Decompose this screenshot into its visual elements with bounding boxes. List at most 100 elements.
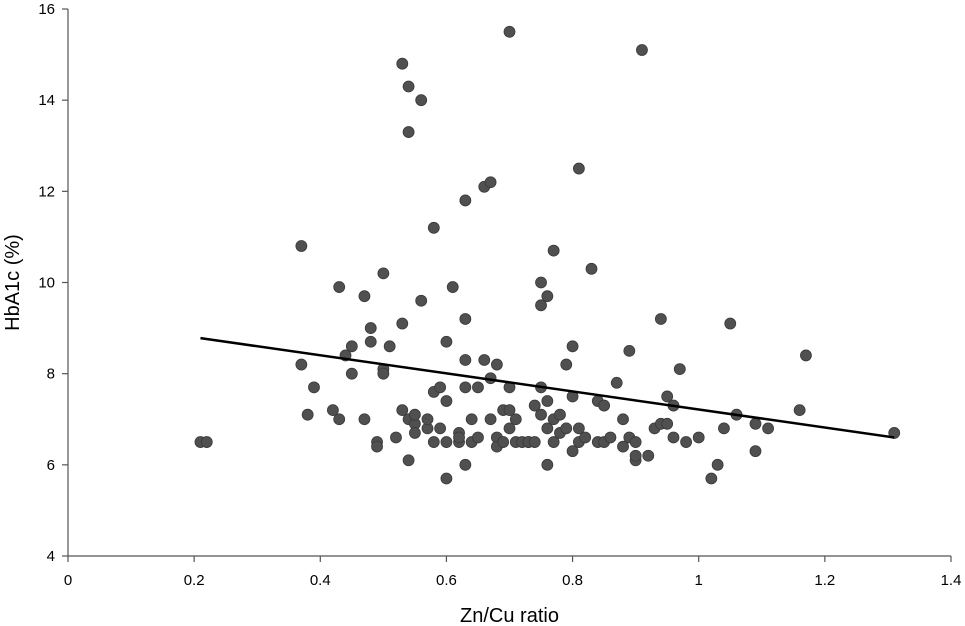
data-point [402, 80, 415, 93]
data-point [440, 436, 453, 448]
x-axis-label: Zn/Cu ratio [460, 605, 559, 626]
data-point [459, 354, 472, 366]
data-point [535, 276, 547, 289]
data-point [535, 299, 547, 312]
data-point [200, 436, 213, 448]
data-point [390, 431, 402, 444]
y-tick-label: 16 [38, 1, 55, 18]
data-point [661, 390, 674, 403]
data-point [326, 404, 339, 417]
y-ticks: 4 6 8 10 12 14 16 [38, 1, 68, 565]
data-point [636, 44, 648, 56]
data-point [642, 449, 655, 462]
data-point [617, 440, 629, 453]
data-point [610, 376, 623, 389]
data-point [749, 417, 762, 430]
data-point [604, 431, 617, 444]
data-point [459, 313, 472, 325]
data-point [446, 281, 459, 293]
y-tick-label: 4 [47, 548, 55, 565]
data-point [535, 408, 547, 421]
data-point [579, 431, 592, 444]
y-tick-label: 6 [47, 457, 55, 474]
data-point [427, 221, 440, 234]
data-point [295, 358, 308, 371]
data-point [749, 445, 762, 458]
data-point [295, 240, 308, 252]
x-tick-label: 1.2 [814, 572, 835, 589]
data-point [333, 413, 346, 426]
data-point [408, 427, 421, 439]
data-point [888, 427, 901, 439]
data-point [377, 367, 390, 380]
x-tick-label: 0.6 [436, 572, 457, 589]
trendline [200, 336, 895, 439]
data-point [667, 431, 680, 444]
data-point [547, 436, 560, 448]
x-tick-label: 0.2 [184, 572, 205, 589]
data-point [421, 413, 434, 426]
y-tick-label: 14 [38, 92, 55, 109]
data-point [585, 262, 598, 275]
x-tick-label: 1.4 [941, 572, 962, 589]
data-point [503, 25, 516, 38]
data-point [490, 358, 503, 371]
data-point [396, 317, 409, 330]
data-point [345, 367, 358, 380]
data-point [434, 381, 447, 394]
data-point [364, 322, 377, 334]
data-point [572, 422, 585, 435]
x-tick-label: 0.4 [310, 572, 331, 589]
data-point [724, 317, 737, 330]
data-point [560, 358, 573, 371]
data-point [333, 281, 346, 293]
data-point [541, 290, 554, 303]
x-tick-label: 1 [695, 572, 703, 589]
data-point [503, 404, 516, 417]
y-tick-label: 10 [38, 275, 55, 292]
data-point [541, 458, 554, 471]
y-tick-label: 12 [38, 183, 55, 200]
data-point [705, 472, 718, 485]
data-point [364, 335, 377, 348]
data-point [509, 413, 522, 426]
data-point [554, 408, 566, 421]
x-tick-label: 0 [64, 572, 72, 589]
data-point [528, 399, 541, 412]
data-point [572, 162, 585, 175]
data-point [629, 449, 642, 462]
data-point [718, 422, 730, 435]
data-point [484, 413, 497, 426]
data-point [396, 57, 409, 70]
axes [67, 9, 951, 557]
data-point [358, 290, 371, 303]
data-point [408, 408, 421, 421]
data-point [345, 340, 358, 353]
data-point [301, 408, 314, 421]
data-points [194, 25, 901, 485]
x-ticks: 0 0.2 0.4 0.6 0.8 1 1.2 1.4 [64, 556, 962, 589]
data-point [427, 436, 440, 448]
data-point [793, 404, 806, 417]
data-point [459, 381, 472, 394]
data-point [465, 413, 478, 426]
data-point [566, 445, 579, 458]
data-point [623, 344, 636, 357]
data-point [654, 313, 667, 325]
data-point [503, 422, 516, 435]
data-point [598, 399, 611, 412]
data-point [415, 94, 428, 107]
data-point [308, 381, 320, 394]
data-point [377, 267, 390, 280]
x-tick-label: 0.8 [562, 572, 583, 589]
data-point [566, 340, 579, 353]
data-point [541, 395, 554, 407]
data-point [358, 413, 371, 426]
data-point [560, 422, 573, 435]
data-point [617, 413, 629, 426]
data-point [371, 440, 383, 453]
data-point [762, 422, 774, 435]
data-point [472, 381, 484, 394]
data-point [440, 472, 453, 485]
